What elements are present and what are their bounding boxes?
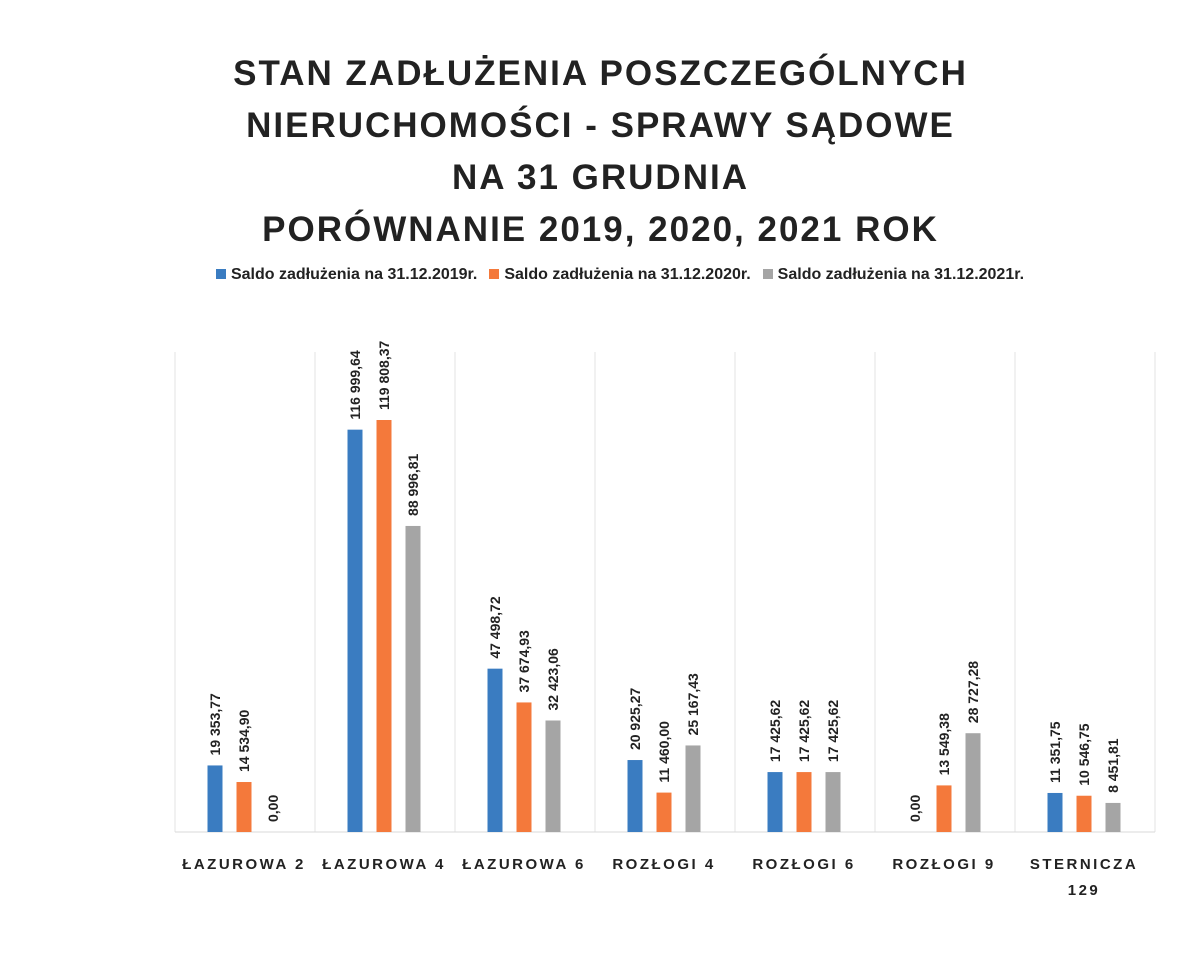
bar [207, 765, 223, 832]
data-label: 20 925,27 [627, 688, 643, 750]
data-label: 25 167,43 [685, 673, 701, 735]
data-label: 0,00 [265, 795, 281, 822]
bar [825, 772, 841, 832]
bar [936, 785, 952, 832]
legend-label: Saldo zadłużenia na 31.12.2019r. [230, 266, 478, 283]
data-label: 88 996,81 [405, 453, 421, 515]
data-label: 119 808,37 [376, 340, 392, 410]
bar [767, 772, 783, 832]
bar [685, 745, 701, 832]
legend-swatch [762, 269, 773, 279]
bar [1105, 802, 1121, 832]
bar [516, 702, 532, 832]
data-label: 10 546,75 [1076, 723, 1092, 785]
data-label: 13 549,38 [936, 713, 952, 775]
x-tick-label: ŁAZUROWA 2 [182, 856, 306, 873]
legend-swatch [489, 269, 500, 279]
data-label: 28 727,28 [965, 661, 981, 723]
legend-label: Saldo zadłużenia na 31.12.2021r. [777, 266, 1025, 283]
legend-item: Saldo zadłużenia na 31.12.2019r. [215, 266, 478, 284]
data-label: 19 353,77 [207, 693, 223, 755]
title-line: STAN ZADŁUŻENIA POSZCZEGÓLNYCH [233, 54, 968, 93]
data-label: 47 498,72 [487, 596, 503, 658]
bar [236, 782, 252, 832]
bar [545, 720, 561, 832]
legend-item: Saldo zadłużenia na 31.12.2020r. [489, 266, 751, 284]
title-line: NIERUCHOMOŚCI - SPRAWY SĄDOWE [246, 106, 955, 145]
bar [376, 420, 392, 832]
data-label: 17 425,62 [767, 700, 783, 762]
data-label: 0,00 [907, 795, 923, 822]
bar [627, 760, 643, 832]
bar [656, 792, 672, 832]
data-label: 37 674,93 [516, 630, 532, 692]
bar [1076, 795, 1092, 832]
data-label: 17 425,62 [825, 700, 841, 762]
legend-item: Saldo zadłużenia na 31.12.2021r. [762, 266, 1025, 284]
data-label: 17 425,62 [796, 700, 812, 762]
bar [405, 525, 421, 832]
bar [965, 733, 981, 832]
bar [1047, 792, 1063, 832]
data-label: 11 460,00 [656, 721, 672, 783]
data-label: 11 351,75 [1047, 721, 1063, 783]
chart-title: STAN ZADŁUŻENIA POSZCZEGÓLNYCH NIERUCHOMO… [0, 48, 1201, 256]
x-tick-label: ROZŁOGI 4 [612, 856, 716, 873]
x-tick-label: ŁAZUROWA 4 [322, 856, 446, 873]
bar [347, 429, 363, 832]
x-tick-label: STERNICZA 129 [1029, 856, 1139, 899]
legend: Saldo zadłużenia na 31.12.2019r. Saldo za… [60, 266, 1180, 284]
bar [487, 668, 503, 832]
bar [796, 772, 812, 832]
legend-swatch [215, 269, 226, 279]
data-label: 116 999,64 [347, 350, 363, 420]
x-tick-label: ŁAZUROWA 6 [462, 856, 586, 873]
data-label: 14 534,90 [236, 710, 252, 772]
x-tick-label: ROZŁOGI 6 [752, 856, 856, 873]
title-line: NA 31 GRUDNIA [452, 158, 749, 197]
legend-label: Saldo zadłużenia na 31.12.2020r. [504, 266, 751, 283]
data-label: 32 423,06 [545, 648, 561, 710]
x-tick-label: ROZŁOGI 9 [892, 856, 996, 873]
data-label: 8 451,81 [1105, 738, 1121, 793]
title-line: PORÓWNANIE 2019, 2020, 2021 ROK [262, 210, 939, 249]
